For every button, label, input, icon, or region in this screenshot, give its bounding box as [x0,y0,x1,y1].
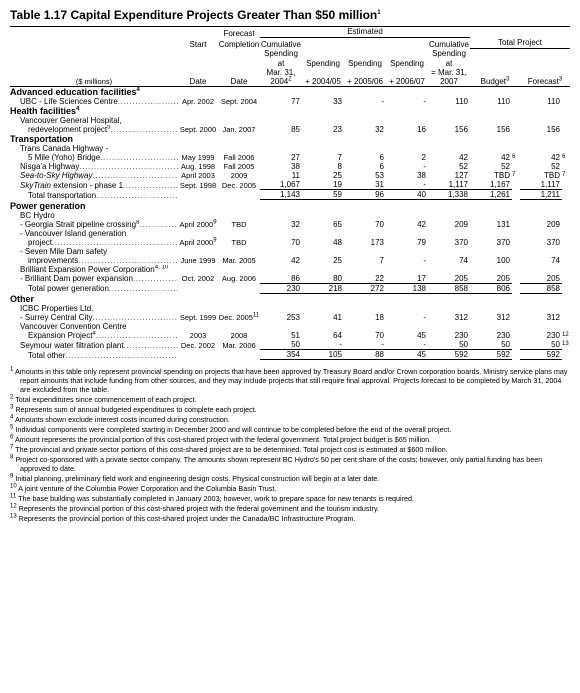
section-header: Power generation [10,201,570,211]
subtotal-row: Total other3541058845592592592 [10,350,570,360]
footnote: 10 A joint venture of the Columbia Power… [20,484,570,493]
footnote: 5 Individual components were completed s… [20,425,570,434]
table-row: Vancouver General Hospital, [10,116,570,125]
footnote: 8 Project co-sponsored with a private se… [20,455,570,473]
table-row: ICBC Properties Ltd. [10,304,570,313]
footnote: 11 The base building was substantially c… [20,494,570,503]
footnote: 6 Amount represents the provincial porti… [20,435,570,444]
table-row: SkyTrain extension - phase 1Sept. 1998De… [10,180,570,190]
table-row: - Surrey Central CitySept. 1999Dec. 2005… [10,313,570,322]
table-row: - Seven Mile Dam safety [10,247,570,256]
footnote: 9 Initial planning, preliminary field wo… [20,474,570,483]
table-row: - Brilliant Dam power expansionOct. 2002… [10,274,570,284]
footnote: 7 The provincial and private sector port… [20,445,570,454]
subtotal-row: Total power generation230218272138858806… [10,283,570,293]
table-row: Brilliant Expansion Power Corporation4, … [10,265,570,274]
table-title: Table 1.17 Capital Expenditure Projects … [10,8,570,22]
footnotes: 1 Amounts in this table only represent p… [10,367,570,523]
table-row: projectApril 20009TBD704817379370370370 [10,238,570,247]
table-row: redevelopment project5Sept. 2000Jan. 200… [10,125,570,134]
table-row: UBC - Life Sciences CentreApr. 2002Sept.… [10,97,570,106]
table-row: Expansion Project42003200851647045230230… [10,331,570,340]
table-row: Vancouver Convention Centre [10,322,570,331]
footnote: 3 Represents sum of annual budgeted expe… [20,405,570,414]
table-row: - Vancouver Island generation [10,229,570,238]
table-row: Sea-to-Sky HighwayApril 2003200911255338… [10,171,570,180]
footnote: 12 Represents the provincial portion of … [20,504,570,513]
table-row: Trans Canada Highway - [10,144,570,153]
table-row: Seymour water filtration plantDec. 2002M… [10,340,570,350]
section-header: Other [10,294,570,304]
footnote: 1 Amounts in this table only represent p… [20,367,570,394]
table-row: - Georgia Strait pipeline crossing8April… [10,220,570,229]
table-row: BC Hydro [10,211,570,220]
footnote: 4 Amounts shown exclude interest costs i… [20,415,570,424]
section-header: Advanced education facilities4 [10,87,570,97]
table-row: improvementsJune 1999Mar. 200542257-7410… [10,256,570,265]
table-row: Nisga'a HighwayAug. 1998Fall 20053886-52… [10,162,570,171]
capex-table: ForecastEstimatedStartCompletionCumulati… [10,26,570,361]
footnote: 2 Total expenditures since commencement … [20,395,570,404]
section-header: Transportation [10,134,570,144]
subtotal-row: Total transportation1,1435996401,3381,26… [10,190,570,200]
section-header: Health facilities4 [10,106,570,116]
footnote: 13 Represents the provincial portion of … [20,514,570,523]
table-row: 5 Mile (Yoho) BridgeMay 1999Fall 2006277… [10,153,570,162]
